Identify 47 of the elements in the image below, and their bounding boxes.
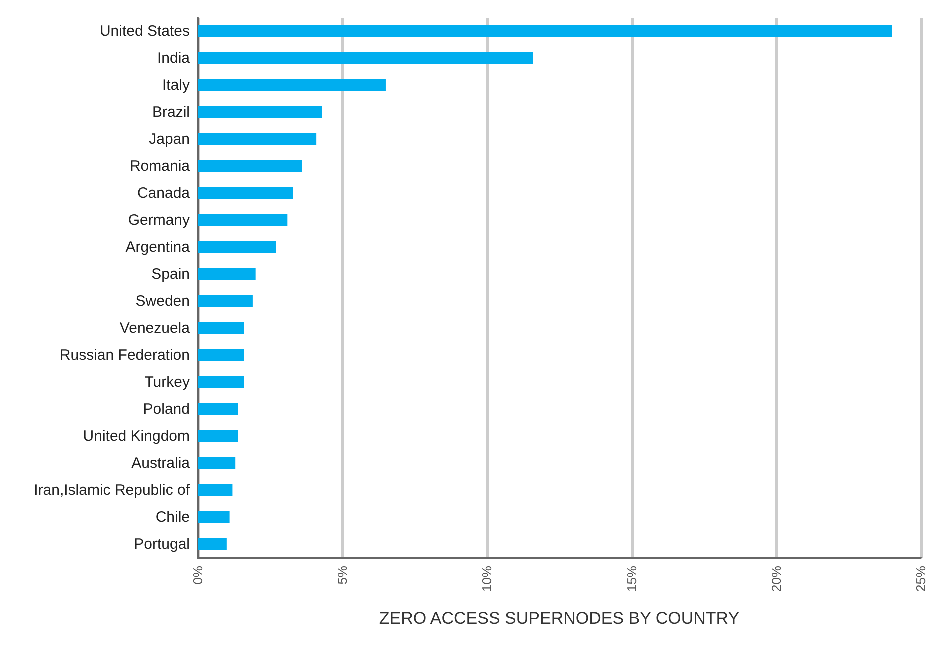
y-tick-label: Iran,Islamic Republic of bbox=[34, 482, 191, 499]
bar bbox=[198, 80, 386, 92]
y-tick-label: United Kingdom bbox=[83, 428, 190, 445]
y-tick-label: Argentina bbox=[126, 239, 191, 256]
bar bbox=[198, 188, 294, 200]
bar bbox=[198, 322, 244, 334]
bar bbox=[198, 538, 227, 550]
x-tick-label: 25% bbox=[914, 566, 928, 592]
y-tick-label: Australia bbox=[132, 455, 191, 472]
bar bbox=[198, 296, 253, 308]
bar bbox=[198, 26, 892, 38]
bar bbox=[198, 52, 534, 64]
x-tick-label: 10% bbox=[480, 566, 495, 592]
y-tick-label: Spain bbox=[152, 266, 190, 283]
bar bbox=[198, 214, 288, 226]
bar bbox=[198, 484, 233, 496]
y-tick-label: Canada bbox=[137, 185, 191, 202]
x-tick-label: 0% bbox=[190, 566, 206, 585]
y-tick-label: Poland bbox=[143, 401, 190, 418]
y-tick-label: Germany bbox=[128, 212, 190, 229]
bar bbox=[198, 512, 230, 524]
bar bbox=[198, 458, 236, 470]
y-tick-label: India bbox=[157, 50, 191, 67]
y-tick-label: Chile bbox=[156, 509, 190, 526]
y-tick-label: United States bbox=[100, 23, 190, 40]
bar bbox=[198, 376, 244, 388]
bar bbox=[198, 350, 244, 362]
bar bbox=[198, 242, 276, 254]
y-tick-label: Russian Federation bbox=[60, 347, 190, 364]
y-tick-label: Japan bbox=[149, 131, 190, 148]
y-tick-label: Portugal bbox=[134, 536, 190, 553]
y-tick-label: Sweden bbox=[136, 293, 190, 310]
y-tick-label: Turkey bbox=[144, 374, 190, 391]
bar bbox=[198, 430, 238, 442]
x-tick-label: 15% bbox=[624, 566, 640, 592]
x-axis-title: ZERO ACCESS SUPERNODES BY COUNTRY bbox=[379, 609, 740, 628]
y-tick-label: Italy bbox=[162, 77, 190, 94]
y-tick-label: Venezuela bbox=[120, 320, 191, 337]
bar bbox=[198, 106, 322, 118]
x-tick-label: 20% bbox=[768, 566, 784, 592]
y-tick-label: Romania bbox=[130, 158, 191, 175]
bar bbox=[198, 160, 302, 172]
x-tick-label: 5% bbox=[335, 566, 350, 585]
y-tick-label: Brazil bbox=[152, 104, 190, 121]
bar bbox=[198, 268, 256, 280]
bar bbox=[198, 404, 238, 416]
bar bbox=[198, 134, 317, 146]
